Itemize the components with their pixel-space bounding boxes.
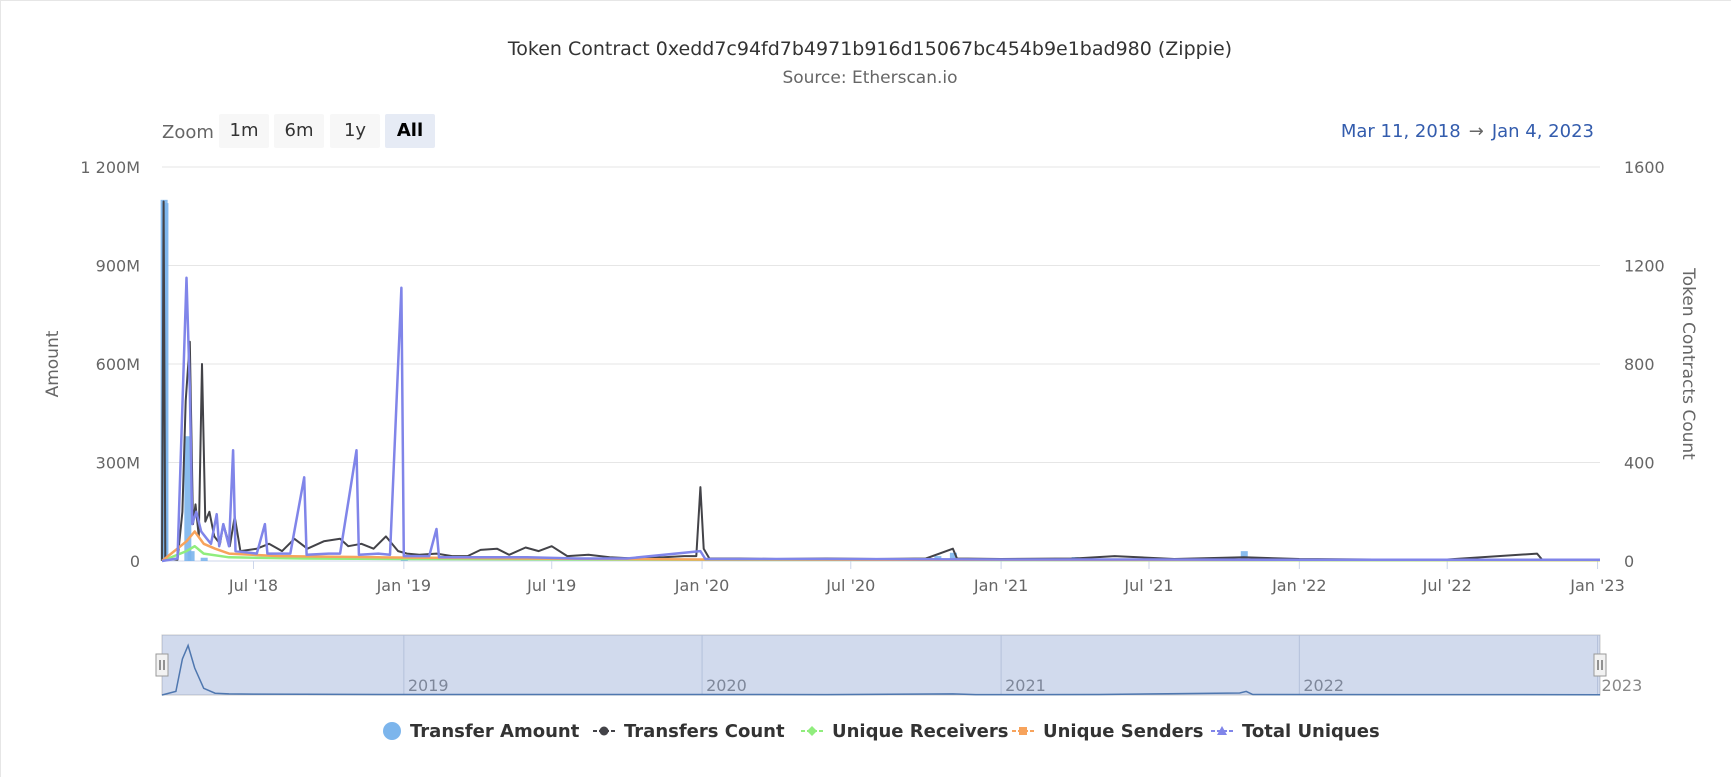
series-line-unique-senders: [161, 530, 1601, 562]
x-tick-label: Jul '21: [1123, 576, 1173, 595]
date-range: Mar 11, 2018 → Jan 4, 2023: [1341, 121, 1594, 142]
y-left-tick-label: 0: [130, 552, 140, 571]
zoom-6m-button[interactable]: 6m: [274, 114, 324, 148]
diamond-icon: [801, 726, 823, 736]
navigator-year-label: 2020: [706, 676, 747, 695]
bar-transfer-amount: [949, 552, 957, 561]
x-tick-label: Jul '19: [526, 576, 576, 595]
bar-transfer-amount: [200, 557, 208, 561]
square-icon: [1012, 727, 1034, 735]
y-left-tick-label: 900M: [96, 257, 140, 276]
range-to-input[interactable]: Jan 4, 2023: [1491, 121, 1594, 142]
handle-body: [1593, 653, 1607, 677]
legend-label: Unique Receivers: [832, 720, 1009, 742]
circle-icon: [383, 722, 401, 740]
legend-label: Transfers Count: [624, 720, 785, 742]
range-arrow: →: [1468, 121, 1484, 142]
x-tick-label: Jan '21: [973, 576, 1029, 595]
x-tick-label: Jan '20: [674, 576, 730, 595]
y-left-axis-title: Amount: [43, 330, 63, 397]
legend-label: Total Uniques: [1242, 720, 1380, 742]
legend-label: Unique Senders: [1043, 720, 1204, 742]
range-from-input[interactable]: Mar 11, 2018: [1340, 121, 1461, 142]
navigator-series-line: [161, 643, 1601, 696]
y-right-tick-label: 0: [1624, 552, 1634, 571]
y-right-tick-label: 1600: [1624, 158, 1665, 177]
navigator-right-handle[interactable]: [1593, 653, 1607, 677]
zoom-all-button[interactable]: All: [385, 114, 435, 148]
chart-title: Token Contract 0xedd7c94fd7b4971b916d150…: [507, 38, 1233, 60]
handle-body: [155, 653, 169, 677]
navigator-left-handle[interactable]: [155, 653, 169, 677]
legend-item-unique-senders[interactable]: Unique Senders: [1011, 718, 1203, 744]
navigator-background: [161, 634, 1601, 696]
legend-item-transfer-amount[interactable]: Transfer Amount: [382, 718, 579, 744]
legend-item-total-uniques[interactable]: Total Uniques: [1210, 718, 1380, 744]
y-right-tick-label: 400: [1624, 454, 1655, 473]
zoom-1m-button[interactable]: 1m: [219, 114, 269, 148]
navigator-selection-mask: [162, 635, 1600, 695]
x-tick-label: Jan '19: [376, 576, 432, 595]
x-tick-label: Jan '23: [1569, 576, 1625, 595]
y-left-tick-label: 1 200M: [80, 158, 140, 177]
series-line-total-uniques: [161, 276, 1600, 563]
legend-item-unique-receivers[interactable]: Unique Receivers: [800, 718, 1008, 744]
legend-label: Transfer Amount: [410, 720, 580, 742]
navigator-year-label: 2022: [1303, 676, 1344, 695]
x-tick-label: Jul '22: [1422, 576, 1472, 595]
zoom-1y-button[interactable]: 1y: [330, 114, 380, 148]
bar-transfer-amount: [400, 560, 408, 561]
bar-transfer-amount: [1240, 551, 1248, 561]
navigator-year-label: 2023: [1602, 676, 1643, 695]
bar-transfer-amount: [187, 551, 195, 561]
series-line-transfers-count: [161, 200, 1601, 562]
x-tick-label: Jul '18: [228, 576, 278, 595]
line-marker-icon: [593, 726, 615, 736]
y-right-tick-label: 800: [1624, 355, 1655, 374]
bar-transfer-amount: [184, 436, 192, 561]
y-right-tick-label: 1200: [1624, 257, 1665, 276]
x-tick-label: Jan '22: [1271, 576, 1327, 595]
x-tick-label: Jul '20: [825, 576, 875, 595]
navigator-year-label: 2019: [408, 676, 449, 695]
zoom-label: Zoom: [162, 122, 214, 143]
navigator-year-label: 2021: [1005, 676, 1046, 695]
legend-item-transfers-count[interactable]: Transfers Count: [592, 718, 785, 744]
y-left-tick-label: 600M: [96, 355, 140, 374]
chart-subtitle: Source: Etherscan.io: [782, 68, 958, 88]
triangle-icon: [1211, 726, 1233, 735]
y-right-axis-title: Token Contracts Count: [1678, 267, 1698, 460]
y-left-tick-label: 300M: [96, 454, 140, 473]
